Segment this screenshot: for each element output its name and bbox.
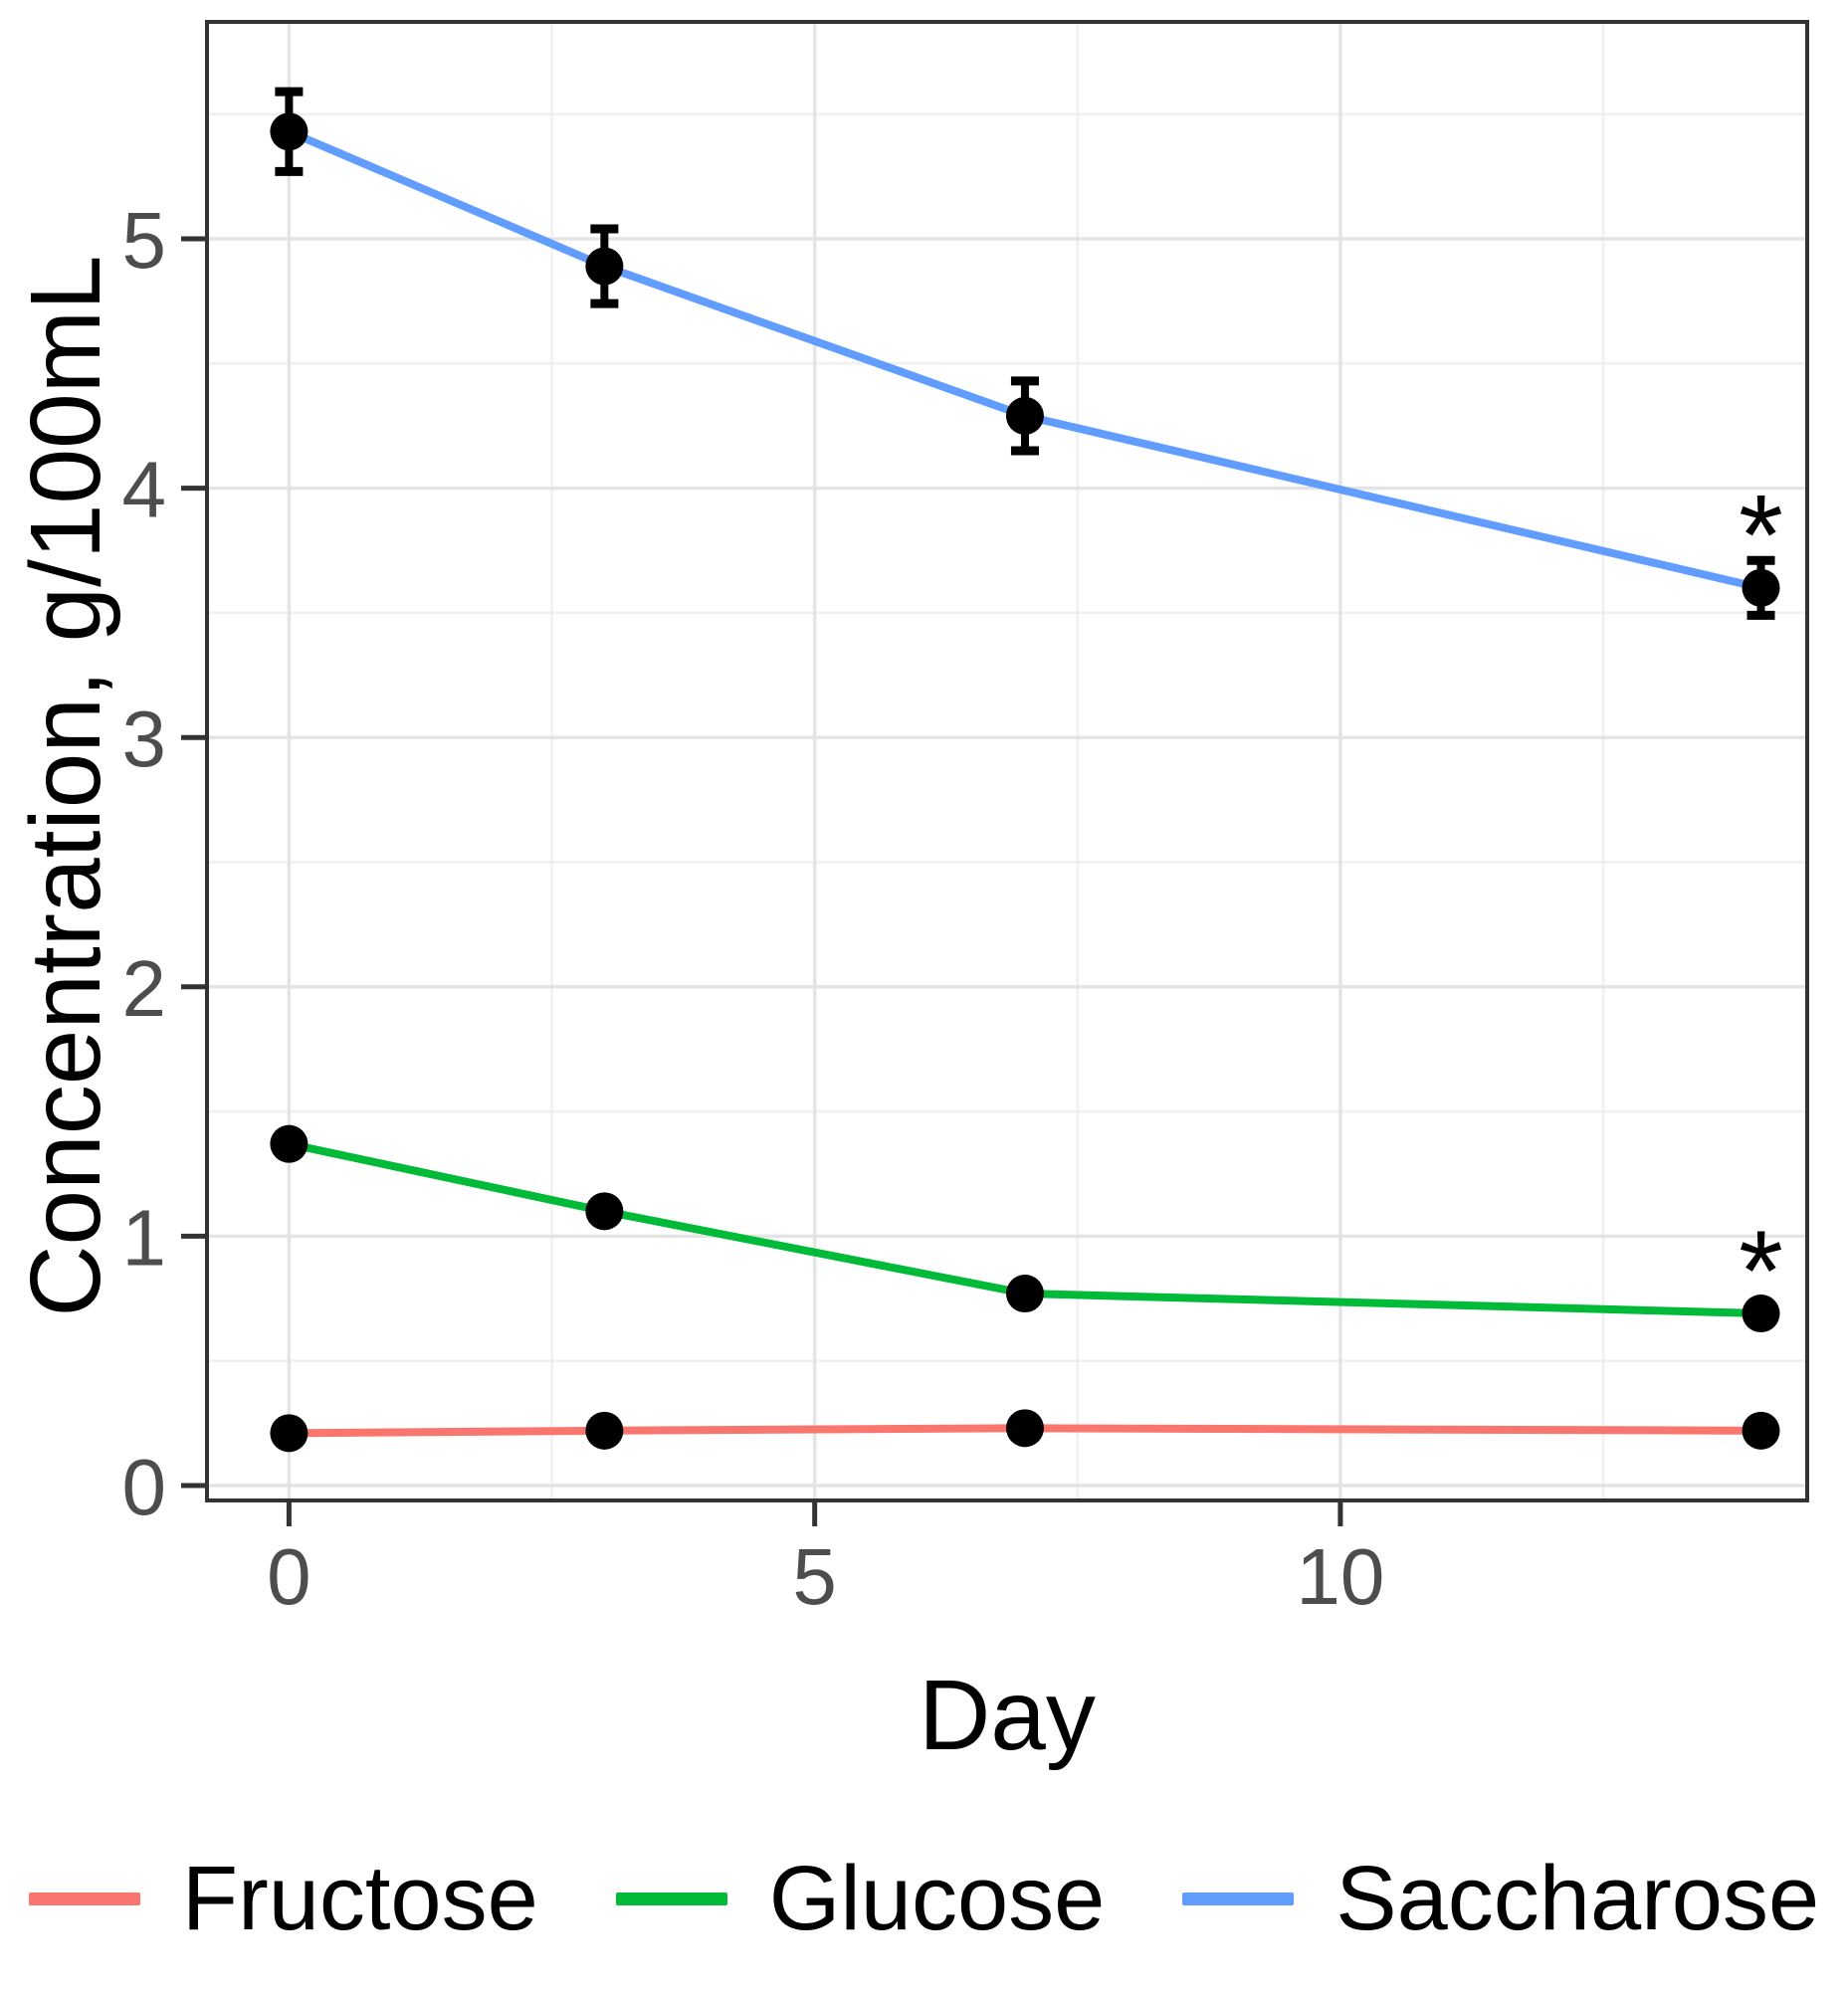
data-point-glucose-day-0 [270, 1124, 308, 1163]
data-point-saccharose-day-7 [1005, 396, 1044, 435]
data-point-fructose-day-0 [270, 1414, 308, 1453]
data-point-saccharose-day-14 [1742, 568, 1780, 607]
series-lines [287, 127, 1762, 1438]
legend-label-saccharose: Saccharose [1335, 1848, 1820, 1949]
data-point-fructose-day-14 [1742, 1411, 1780, 1450]
gridlines-minor [207, 22, 1807, 1500]
gridlines-major [207, 22, 1807, 1500]
panel-border [205, 20, 1809, 1502]
asterisk-saccharose: * [1739, 473, 1783, 600]
legend-key-glucose [615, 1892, 727, 1905]
legend-label-fructose: Fructose [181, 1848, 538, 1949]
legend-item-saccharose: Saccharose [1182, 1853, 1819, 1944]
x-axis-title: Day [919, 1660, 1096, 1771]
data-point-glucose-day-14 [1742, 1295, 1780, 1333]
legend-key-saccharose [1182, 1892, 1295, 1905]
legend-item-glucose: Glucose [615, 1848, 1106, 1949]
data-point-glucose-day-7 [1005, 1275, 1044, 1313]
series-line-glucose [288, 1139, 1761, 1318]
legend-label-glucose: Glucose [768, 1848, 1106, 1949]
tick-label-x-5: 5 [792, 1532, 837, 1621]
asterisk-glucose: * [1739, 1208, 1783, 1335]
tick-label-x-10: 10 [1296, 1532, 1384, 1621]
data-point-fructose-day-7 [1005, 1409, 1044, 1448]
y-axis-title: Concentration, g/100mL [10, 255, 121, 1316]
data-point-saccharose-day-3 [585, 247, 624, 286]
data-point-saccharose-day-0 [270, 112, 308, 151]
tick-label-x-0: 0 [267, 1532, 311, 1621]
axis-ticks [181, 236, 1343, 1526]
tick-label-y-1: 1 [122, 1193, 167, 1282]
legend-item-fructose: Fructose [28, 1848, 538, 1949]
tick-label-y-4: 4 [122, 446, 167, 534]
series-line-fructose [289, 1424, 1761, 1438]
legend: Fructose Glucose Saccharose [0, 1853, 1848, 1944]
tick-label-y-3: 3 [122, 695, 167, 783]
tick-label-y-0: 0 [122, 1443, 167, 1531]
legend-key-fructose [28, 1892, 140, 1905]
tick-label-y-2: 2 [122, 944, 167, 1033]
data-point-fructose-day-3 [585, 1411, 624, 1450]
significance-asterisks: ** [1739, 473, 1783, 1335]
data-points [270, 112, 1780, 1453]
tick-labels: 0 5 10 0 1 2 3 4 5 [122, 196, 1385, 1621]
tick-label-y-5: 5 [122, 196, 167, 285]
series-line-saccharose [287, 127, 1762, 592]
data-point-glucose-day-3 [585, 1192, 624, 1231]
panel-border-rect [205, 20, 1809, 1502]
